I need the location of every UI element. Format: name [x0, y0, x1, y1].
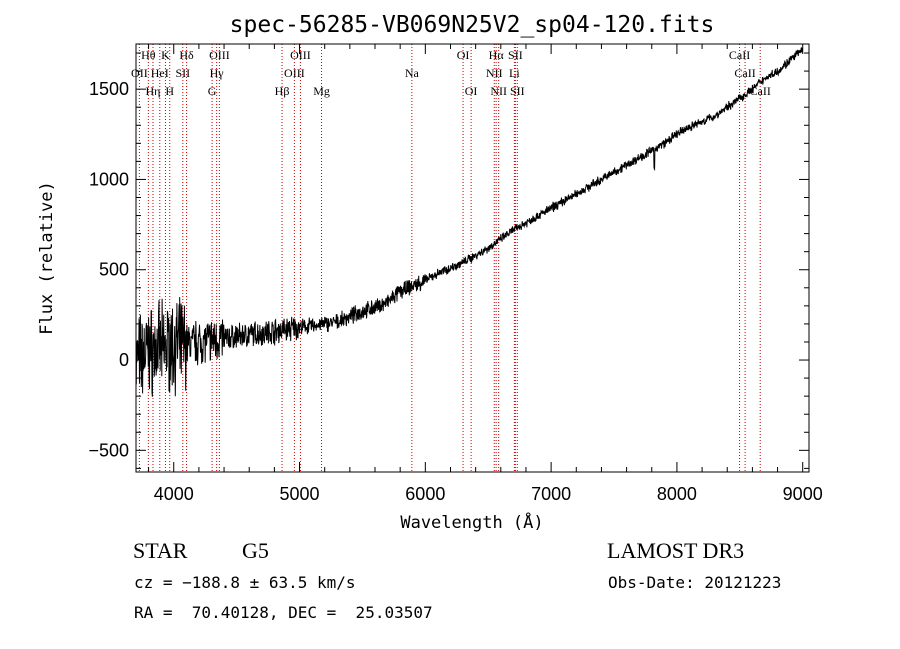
x-tick-label-1: 5000	[280, 484, 320, 504]
object-class: STAR	[133, 538, 188, 563]
marker-label-20: G	[208, 84, 217, 98]
redshift-velocity: cz = −188.8 ± 63.5 km/s	[134, 573, 356, 592]
marker-label-2: Hδ	[179, 48, 194, 62]
coordinates: RA = 70.40128, DEC = 25.03507	[134, 603, 433, 622]
marker-label-6: Hα	[489, 48, 505, 62]
marker-label-19: H	[165, 84, 174, 98]
marker-lines	[138, 44, 761, 472]
marker-label-23: OI	[465, 84, 478, 98]
observation-date: Obs-Date: 20121223	[608, 573, 782, 592]
marker-label-5: OI	[457, 48, 470, 62]
x-tick-label-3: 7000	[531, 484, 571, 504]
marker-label-15: NII	[486, 66, 503, 80]
x-tick-label-4: 8000	[657, 484, 697, 504]
marker-label-14: Na	[405, 66, 420, 80]
x-tick-label-2: 6000	[405, 484, 445, 504]
y-axis-label: Flux (relative)	[37, 181, 57, 335]
marker-label-22: Mg	[313, 84, 330, 98]
marker-label-13: OIII	[284, 66, 305, 80]
y-tick-label-4: 1500	[89, 79, 129, 99]
survey-name: LAMOST DR3	[607, 538, 745, 563]
marker-label-9: OII	[131, 66, 148, 80]
x-axis-label: Wavelength (Å)	[400, 511, 543, 533]
marker-label-24: NII	[490, 84, 507, 98]
marker-label-1: K	[161, 48, 170, 62]
y-tick-label-3: 1000	[89, 169, 129, 189]
marker-label-7: SII	[508, 48, 523, 62]
spectrum-line	[135, 47, 803, 397]
chart-title: spec-56285-VB069N25V2_sp04-120.fits	[230, 12, 715, 38]
marker-label-8: CaII	[729, 48, 750, 62]
marker-label-11: SII	[175, 66, 190, 80]
marker-label-0: Hθ	[141, 48, 156, 62]
x-axis-ticks: 4000 5000 6000 7000 8000 9000	[148, 44, 823, 504]
marker-label-25: SII	[510, 84, 525, 98]
marker-label-16: Li	[509, 66, 520, 80]
marker-label-3: OIII	[209, 48, 230, 62]
y-tick-label-2: 500	[99, 260, 129, 280]
y-tick-label-1: 0	[119, 350, 129, 370]
x-tick-label-0: 4000	[154, 484, 194, 504]
y-tick-label-0: −500	[88, 440, 129, 460]
x-tick-label-5: 9000	[783, 484, 823, 504]
marker-label-21: Hβ	[275, 84, 290, 98]
marker-label-18: Hη	[146, 84, 161, 98]
y-axis-ticks: −500 0 500 1000 1500	[88, 52, 809, 469]
marker-label-10: HeI	[151, 66, 169, 80]
marker-label-4: OIII	[290, 48, 311, 62]
marker-label-12: Hγ	[210, 66, 225, 80]
marker-label-17: CaII	[734, 66, 755, 80]
object-subclass: G5	[242, 538, 269, 563]
plot-frame	[135, 43, 810, 473]
